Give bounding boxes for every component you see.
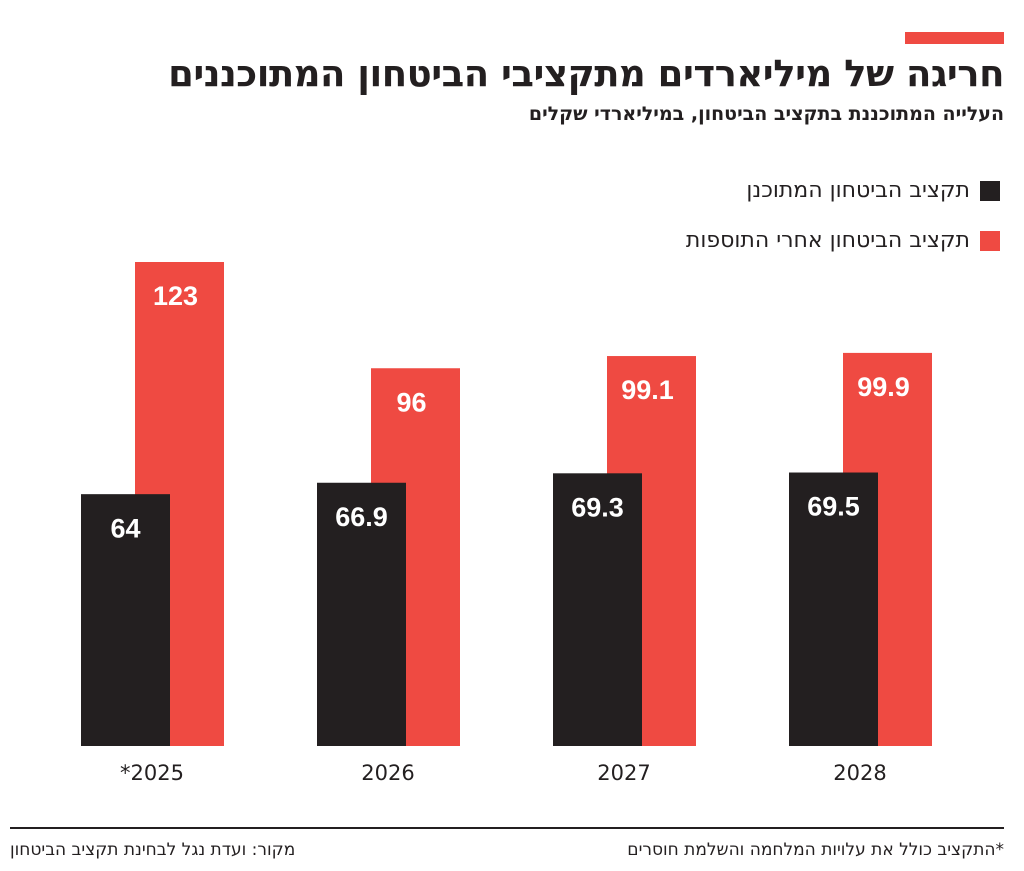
value-label: 123 <box>153 281 198 311</box>
value-label: 64 <box>110 513 140 543</box>
legend-swatch <box>980 230 1000 251</box>
value-label: 66.9 <box>335 502 388 532</box>
x-tick-label: 2026 <box>361 761 414 785</box>
footnote: *התקציב כולל את עלויות המלחמה והשלמת חוס… <box>627 840 1004 860</box>
x-tick-label: *2025 <box>120 761 184 785</box>
legend-item: תקציב הביטחון המתוכנן <box>746 178 1000 203</box>
value-label: 69.5 <box>807 492 860 522</box>
bar <box>317 482 406 746</box>
source: מקור: ועדת נגל לבחינת תקציב הביטחון <box>10 840 296 860</box>
value-label: 69.3 <box>571 492 624 522</box>
legend-item: תקציב הביטחון אחרי התוספות <box>686 228 1000 253</box>
bar <box>553 473 642 746</box>
value-label: 99.1 <box>621 375 674 405</box>
legend-label: תקציב הביטחון אחרי התוספות <box>685 228 970 253</box>
x-tick-label: 2027 <box>597 761 650 785</box>
bar <box>81 494 170 746</box>
chart-subtitle: העלייה המתוכננת בתקציב הביטחון, במיליארד… <box>528 103 1004 125</box>
legend-swatch <box>980 180 1000 201</box>
x-tick-label: 2028 <box>833 761 886 785</box>
chart-title: חריגה של מיליארדים מתקציבי הביטחון המתוכ… <box>168 52 1004 95</box>
legend-label: תקציב הביטחון המתוכנן <box>746 178 970 203</box>
value-label: 96 <box>396 387 426 417</box>
bar <box>789 472 878 746</box>
value-label: 99.9 <box>857 372 910 402</box>
accent-bar <box>905 32 1004 44</box>
